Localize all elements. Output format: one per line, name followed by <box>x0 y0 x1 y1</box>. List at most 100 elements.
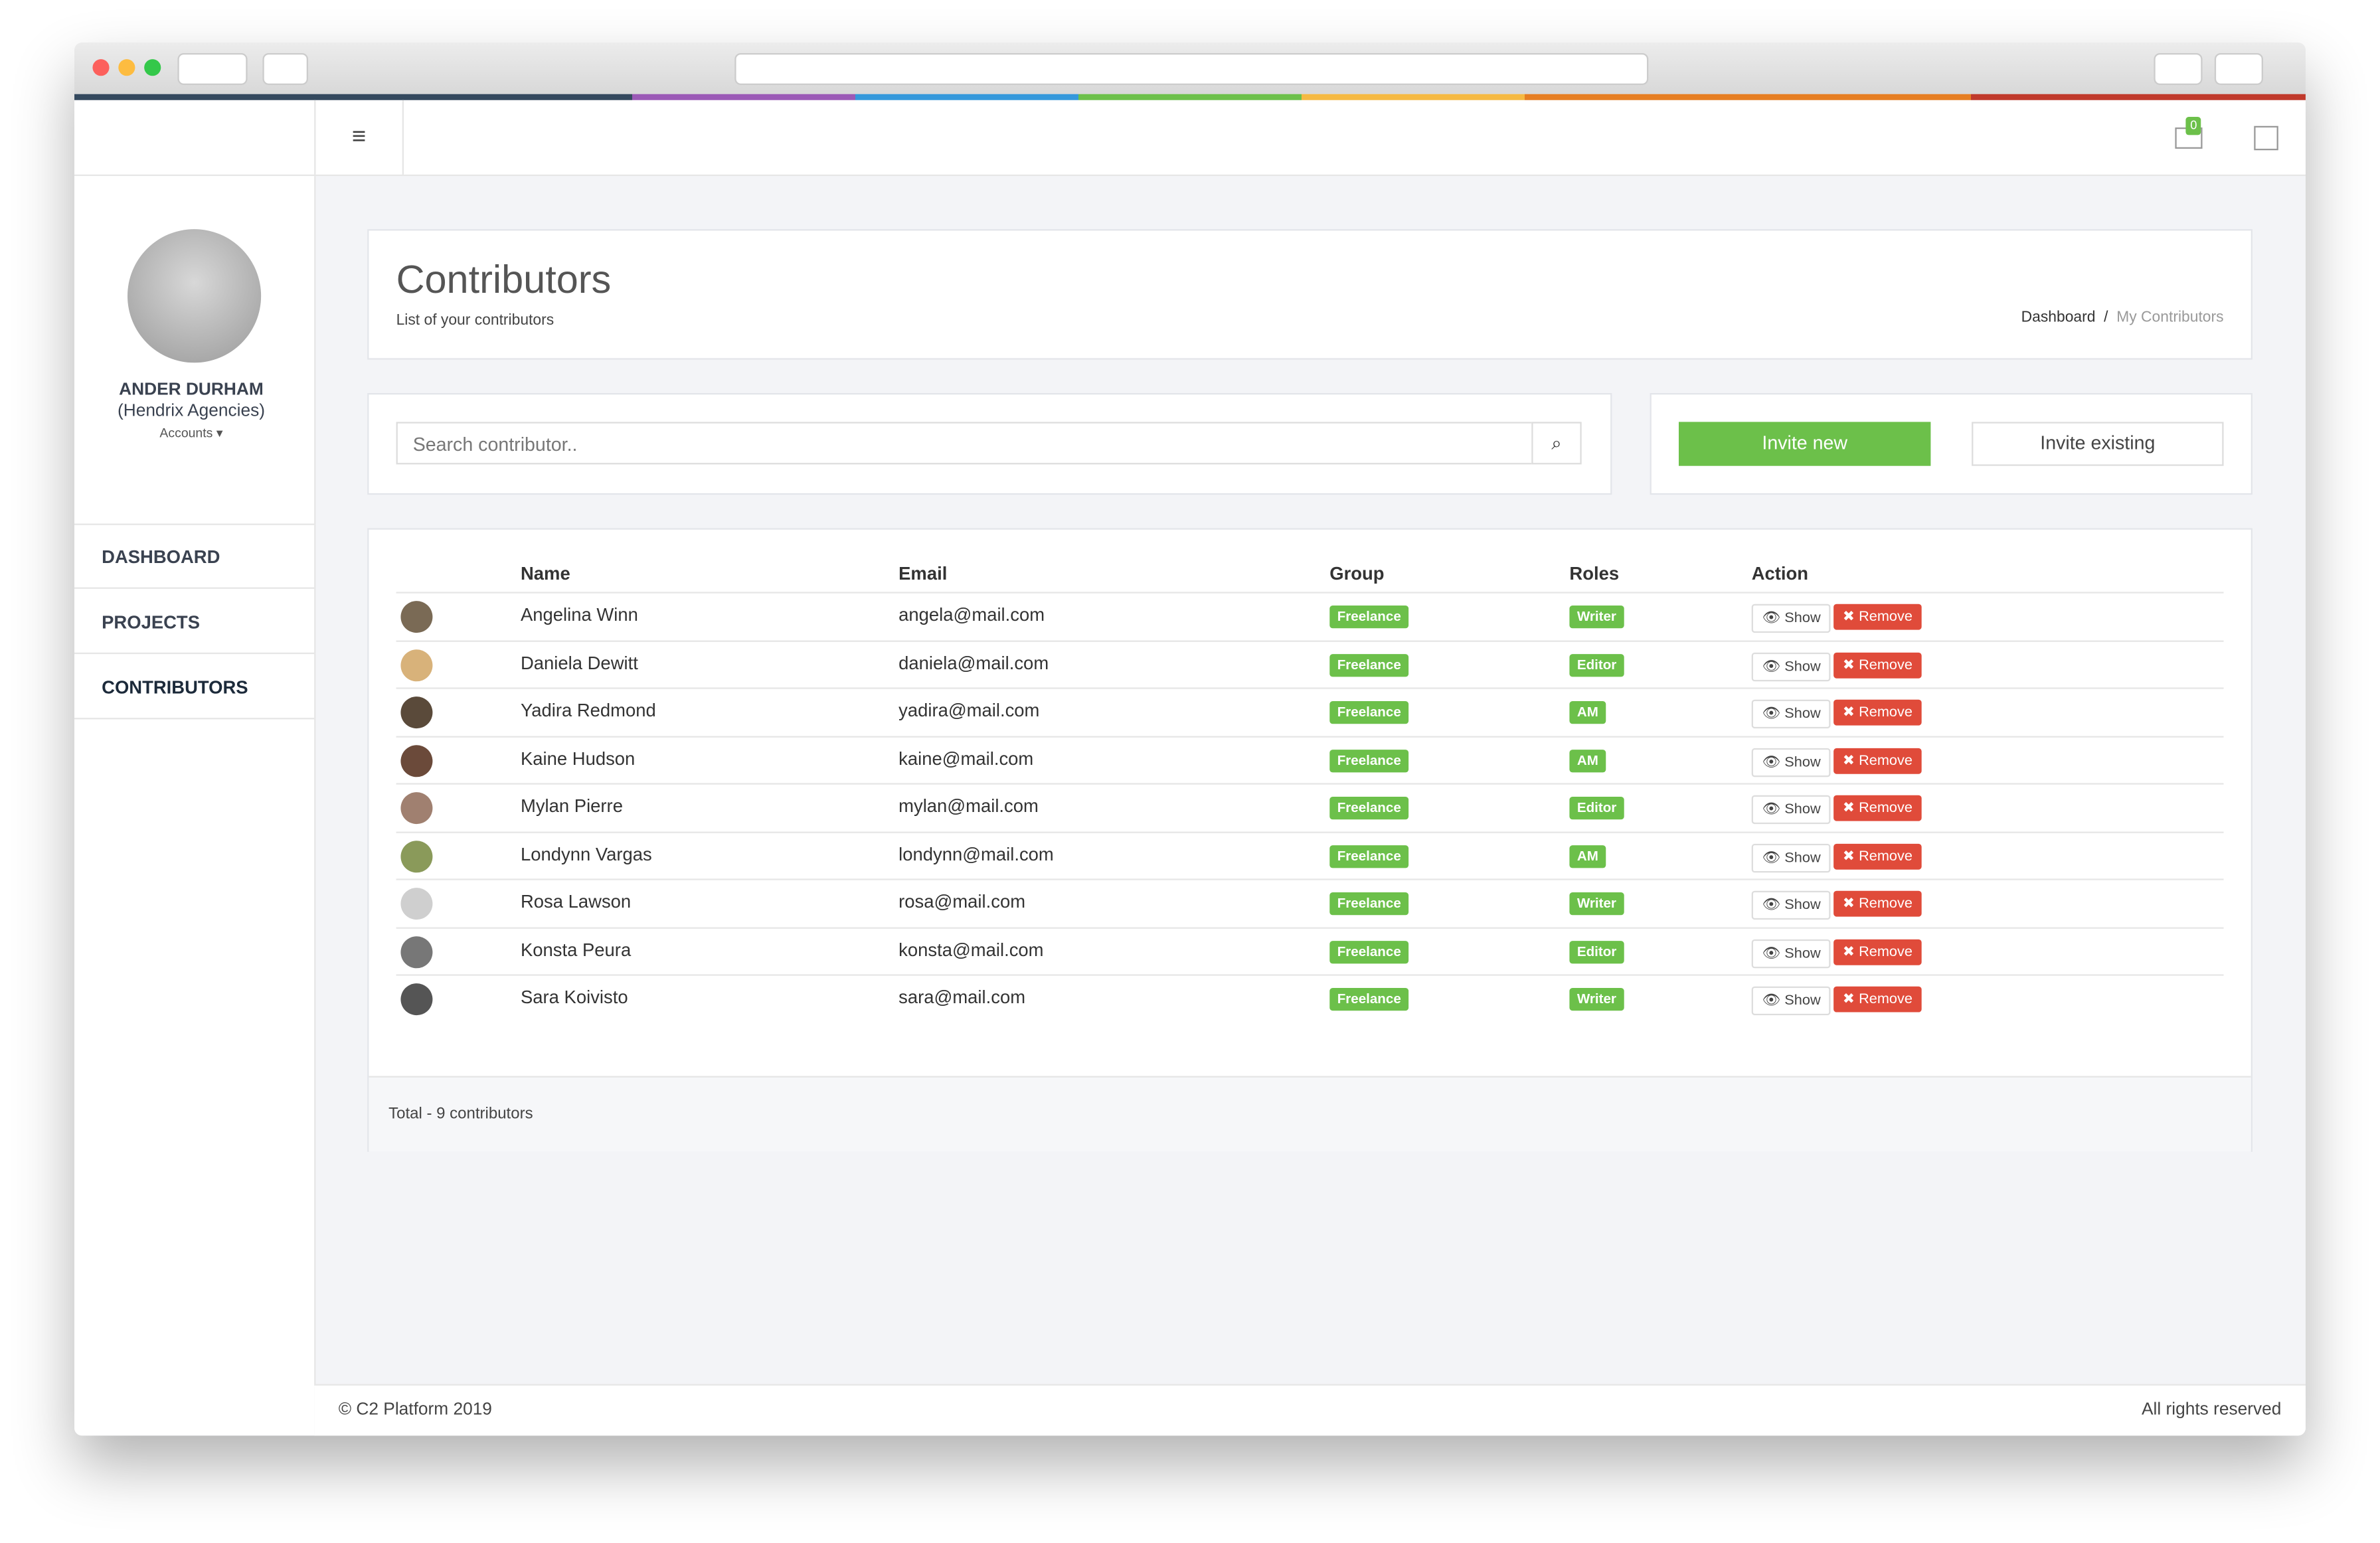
table-row: Mylan Pierre mylan@mail.com Freelance Edito… <box>396 783 2224 831</box>
table-row: Londynn Vargas londynn@mail.com Freelance A… <box>396 831 2224 879</box>
remove-label[interactable]: Remove <box>1859 895 1912 912</box>
contributor-name: Sara Koivisto <box>520 986 628 1008</box>
search-card: Search contributor.. ⌕ <box>367 392 1612 495</box>
group-badge: Freelance <box>1329 939 1409 963</box>
page-header: Contributors List of your contributors D… <box>367 229 2252 360</box>
nav-item[interactable]: DASHBOARD <box>74 525 315 589</box>
column-header: Roles <box>1569 562 1620 584</box>
accounts-dropdown[interactable]: Accounts ▾ <box>159 424 223 440</box>
table-row: Kaine Hudson kaine@mail.com Freelance AM 👁 S… <box>396 735 2224 783</box>
remove-label[interactable]: Remove <box>1859 752 1912 769</box>
min-dot[interactable] <box>118 59 135 76</box>
show-button[interactable]: 👁 Show <box>1751 651 1831 681</box>
tabs[interactable] <box>2214 52 2263 85</box>
address-bar[interactable] <box>734 52 1649 85</box>
accounts-label[interactable]: Accounts <box>159 424 213 440</box>
invite-new-button[interactable]: Invite new <box>1678 422 1931 466</box>
menu-button[interactable]: ≡ <box>314 100 404 175</box>
table-row: Yadira Redmond yadira@mail.com Freelance AM… <box>396 687 2224 736</box>
contributor-email: konsta@mail.com <box>898 938 1044 960</box>
contributor-email: mylan@mail.com <box>898 795 1039 817</box>
show-label[interactable]: Show <box>1784 849 1821 866</box>
show-button[interactable]: 👁 Show <box>1751 843 1831 872</box>
close-dot[interactable] <box>92 59 110 76</box>
nav-buttons[interactable] <box>177 52 248 85</box>
show-label[interactable]: Show <box>1784 944 1821 961</box>
show-button[interactable]: 👁 Show <box>1751 795 1831 825</box>
column-header: Group <box>1329 562 1385 584</box>
show-button[interactable]: 👁 Show <box>1751 699 1831 729</box>
role-badge: AM <box>1569 844 1606 868</box>
group-badge: Freelance <box>1329 748 1409 772</box>
show-button[interactable]: 👁 Show <box>1751 890 1831 920</box>
copyright: © C2 Platform 2019 <box>338 1400 492 1420</box>
breadcrumb-current: My Contributors <box>2116 309 2224 327</box>
remove-label[interactable]: Remove <box>1859 991 1912 1008</box>
remove-button[interactable]: ✖ Remove <box>1833 699 1922 726</box>
show-button[interactable]: 👁 Show <box>1751 938 1831 968</box>
table-row: Rosa Lawson rosa@mail.com Freelance Writer 👁… <box>396 878 2224 927</box>
contributor-name: Kaine Hudson <box>520 747 636 769</box>
contributor-name: Mylan Pierre <box>520 795 623 817</box>
group-badge: Freelance <box>1329 605 1409 629</box>
remove-button[interactable]: ✖ Remove <box>1833 747 1922 773</box>
search-input[interactable]: Search contributor.. <box>396 422 1580 465</box>
show-label[interactable]: Show <box>1784 705 1821 722</box>
show-button[interactable]: 👁 Show <box>1751 604 1831 633</box>
show-label[interactable]: Show <box>1784 992 1821 1009</box>
avatar <box>400 601 433 633</box>
role-badge: Writer <box>1569 987 1624 1011</box>
sidebar-toggle[interactable] <box>262 52 308 85</box>
show-label[interactable]: Show <box>1784 609 1821 627</box>
remove-button[interactable]: ✖ Remove <box>1833 604 1922 630</box>
show-label[interactable]: Show <box>1784 753 1821 770</box>
show-label[interactable]: Show <box>1784 896 1821 914</box>
remove-button[interactable]: ✖ Remove <box>1833 795 1922 821</box>
remove-label[interactable]: Remove <box>1859 847 1912 864</box>
contributor-name: Konsta Peura <box>520 938 632 960</box>
rights: All rights reserved <box>2142 1400 2282 1420</box>
role-badge: AM <box>1569 700 1606 724</box>
avatar <box>400 696 433 729</box>
group-badge: Freelance <box>1329 844 1409 868</box>
contributor-name: Londynn Vargas <box>520 843 652 864</box>
show-button[interactable]: 👁 Show <box>1751 747 1831 777</box>
remove-label[interactable]: Remove <box>1859 656 1912 673</box>
max-dot[interactable] <box>144 59 161 76</box>
nav-item[interactable]: PROJECTS <box>74 590 315 655</box>
remove-button[interactable]: ✖ Remove <box>1833 938 1922 965</box>
breadcrumb-link[interactable]: Dashboard <box>2021 309 2096 327</box>
remove-button[interactable]: ✖ Remove <box>1833 843 1922 869</box>
user-company: (Hendrix Agencies) <box>117 402 266 421</box>
role-badge: Editor <box>1569 653 1624 677</box>
logout-icon[interactable] <box>2254 125 2278 151</box>
contributor-name: Rosa Lawson <box>520 890 632 912</box>
show-label[interactable]: Show <box>1784 657 1821 675</box>
show-button[interactable]: 👁 Show <box>1751 986 1831 1016</box>
user-name: ANDER DURHAM <box>119 380 264 400</box>
nav-list: DASHBOARD PROJECTS CONTRIBUTORS <box>74 523 315 720</box>
invite-existing-button[interactable]: Invite existing <box>1972 422 2224 466</box>
page-title: Contributors <box>396 256 612 302</box>
search-button[interactable]: ⌕ <box>1531 422 1582 465</box>
remove-label[interactable]: Remove <box>1859 943 1912 960</box>
nav-item[interactable]: CONTRIBUTORS <box>74 655 315 720</box>
remove-label[interactable]: Remove <box>1859 704 1912 721</box>
remove-label[interactable]: Remove <box>1859 799 1912 817</box>
share[interactable] <box>2154 52 2203 85</box>
remove-button[interactable]: ✖ Remove <box>1833 890 1922 917</box>
invite-card: Invite new Invite existing <box>1650 392 2252 495</box>
show-label[interactable]: Show <box>1784 801 1821 818</box>
sidebar: ANDER DURHAM (Hendrix Agencies) Accounts… <box>74 176 316 1436</box>
role-badge: AM <box>1569 748 1606 772</box>
contributor-email: londynn@mail.com <box>898 843 1054 864</box>
role-badge: Writer <box>1569 605 1624 629</box>
avatar <box>400 935 433 968</box>
avatar <box>400 983 433 1016</box>
browser-toolbar <box>74 42 2306 94</box>
remove-button[interactable]: ✖ Remove <box>1833 651 1922 678</box>
remove-label[interactable]: Remove <box>1859 608 1912 625</box>
remove-button[interactable]: ✖ Remove <box>1833 986 1922 1013</box>
